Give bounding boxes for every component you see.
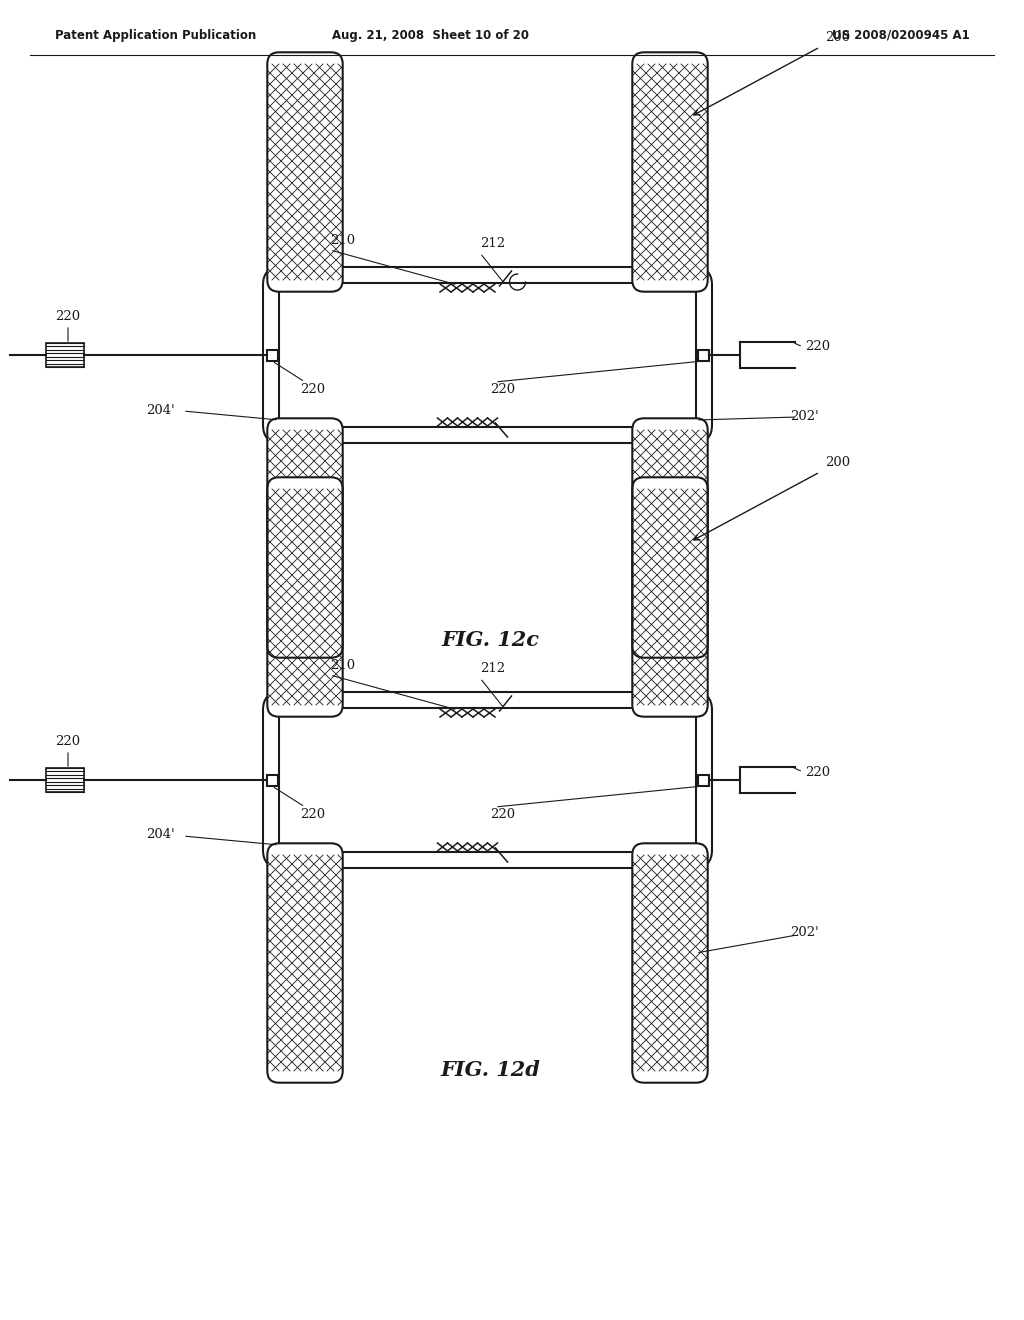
Bar xyxy=(266,350,278,360)
Text: 210: 210 xyxy=(330,659,355,672)
Text: 220: 220 xyxy=(300,808,326,821)
FancyBboxPatch shape xyxy=(279,708,696,851)
Bar xyxy=(46,768,84,792)
FancyBboxPatch shape xyxy=(267,843,343,1082)
Text: 220: 220 xyxy=(805,341,830,354)
Text: Patent Application Publication: Patent Application Publication xyxy=(55,29,256,41)
Text: FIG. 12d: FIG. 12d xyxy=(440,1060,540,1080)
FancyBboxPatch shape xyxy=(263,692,712,869)
Text: 220: 220 xyxy=(490,808,515,821)
Text: 212: 212 xyxy=(480,238,505,249)
FancyBboxPatch shape xyxy=(279,282,696,426)
FancyBboxPatch shape xyxy=(632,478,708,717)
Text: 210: 210 xyxy=(330,234,355,247)
Text: 204': 204' xyxy=(146,404,175,417)
Text: 200: 200 xyxy=(825,455,850,469)
Bar xyxy=(46,343,84,367)
Text: 202': 202' xyxy=(790,411,819,424)
FancyBboxPatch shape xyxy=(267,478,343,717)
Text: 220: 220 xyxy=(55,310,81,323)
FancyBboxPatch shape xyxy=(267,418,343,657)
Text: 220: 220 xyxy=(300,383,326,396)
FancyBboxPatch shape xyxy=(632,53,708,292)
Text: US 2008/0200945 A1: US 2008/0200945 A1 xyxy=(833,29,970,41)
Text: 220: 220 xyxy=(55,735,81,748)
Text: 202': 202' xyxy=(790,927,819,940)
FancyBboxPatch shape xyxy=(263,267,712,444)
FancyBboxPatch shape xyxy=(267,53,343,292)
Bar xyxy=(266,775,278,785)
Bar xyxy=(697,350,709,360)
Text: FIG. 12c: FIG. 12c xyxy=(441,630,539,649)
FancyBboxPatch shape xyxy=(632,418,708,657)
Text: 204': 204' xyxy=(146,829,175,842)
Text: Aug. 21, 2008  Sheet 10 of 20: Aug. 21, 2008 Sheet 10 of 20 xyxy=(332,29,528,41)
Text: 220: 220 xyxy=(490,383,515,396)
FancyBboxPatch shape xyxy=(632,843,708,1082)
Text: 212: 212 xyxy=(480,663,505,675)
Bar xyxy=(697,775,709,785)
Text: 200: 200 xyxy=(825,30,850,44)
Text: 220: 220 xyxy=(805,766,830,779)
